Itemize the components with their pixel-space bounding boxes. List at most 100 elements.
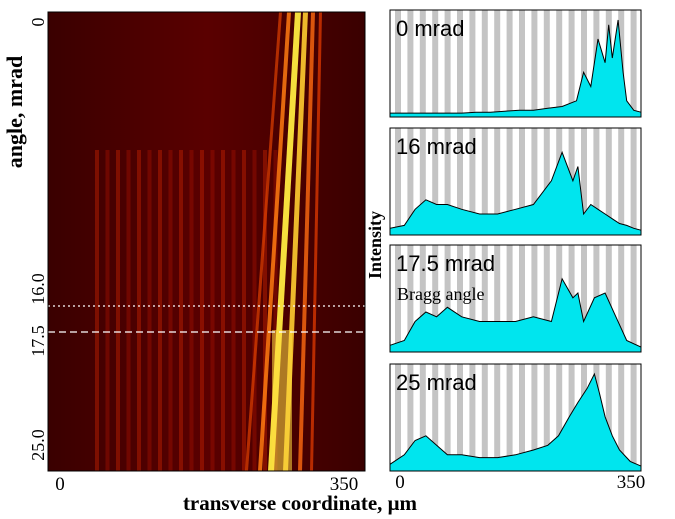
profile-frame (389, 9, 642, 118)
profile-stripe (469, 128, 476, 235)
x-tick-label-350: 350 (330, 474, 359, 495)
profile-x-tick-label-0: 0 (395, 472, 405, 493)
profile-stripe (605, 128, 612, 235)
profile-stripe (481, 245, 488, 352)
profile-stripe (481, 364, 488, 471)
profile-panel-3: 25 mrad (389, 363, 642, 472)
profile-stripe (419, 10, 426, 117)
heatmap-glow (272, 330, 292, 471)
profile-stripe (630, 245, 637, 352)
profile-frame (389, 127, 642, 236)
profile-panel-1: 16 mrad (389, 127, 642, 236)
heatmap-fringe (200, 150, 204, 471)
profile-stripe (444, 364, 451, 471)
heatmap-fringe (158, 150, 162, 471)
profile-stripe (581, 245, 587, 352)
heatmap-fringe (231, 150, 236, 471)
profile-stripe (556, 10, 563, 117)
profile-stripe (432, 10, 439, 117)
profile-stripe (481, 128, 488, 235)
profile-frame (389, 363, 642, 472)
profile-stripe (407, 364, 414, 471)
profile-label: 25 mrad (396, 370, 477, 395)
bragg-angle-annotation: Bragg angle (397, 284, 484, 304)
profile-stripe (407, 128, 414, 235)
heatmap-fringe (210, 150, 215, 471)
profile-stripe (618, 245, 625, 352)
intensity-axis-label: Intensity (365, 211, 385, 279)
heatmap-fringe (263, 150, 267, 471)
heatmap-fringe (126, 150, 131, 471)
profile-stripe (444, 245, 451, 352)
profile-stripe (531, 128, 538, 235)
profile-stripe (618, 364, 625, 471)
profile-stripe (568, 10, 575, 117)
heatmap-frame (47, 11, 366, 472)
x-axis-label: transverse coordinate, μm (183, 491, 418, 515)
intensity-profiles: 0 mrad 16 mrad 17.5 mrad 25 mrad (389, 9, 642, 472)
profile-stripe (432, 364, 439, 471)
profile-stripe (630, 128, 637, 235)
profile-stripe (481, 10, 488, 117)
heatmap-fringe (137, 150, 141, 471)
profile-stripe (457, 364, 463, 471)
profile-panel-0: 0 mrad (389, 9, 642, 118)
profile-stripe (395, 10, 401, 117)
profile-stripe (531, 245, 538, 352)
profile-stripe (506, 10, 513, 117)
profile-stripe (556, 364, 563, 471)
heatmap-fringe (168, 150, 173, 471)
profile-area (389, 150, 642, 236)
profile-stripe (457, 10, 463, 117)
heatmap-beam (310, 12, 322, 471)
profile-area (389, 372, 642, 472)
heatmap-fringe (242, 150, 246, 471)
profile-stripe (543, 364, 550, 471)
profile-stripe (581, 10, 587, 117)
heatmap-streaks (95, 12, 322, 471)
heatmap-fringe (189, 150, 194, 471)
profile-label: 17.5 mrad (396, 251, 495, 276)
profile-label: 16 mrad (396, 134, 477, 159)
profile-stripe (593, 128, 600, 235)
y-tick-label-25: 25.0 (28, 429, 48, 461)
profile-stripe (506, 128, 513, 235)
profile-stripe (407, 245, 414, 352)
profile-stripe (457, 128, 463, 235)
heatmap-fringe (179, 150, 183, 471)
heatmap-fringe (221, 150, 225, 471)
heatmap-fringe (116, 150, 120, 471)
profile-stripe (531, 364, 538, 471)
profile-stripe (494, 364, 501, 471)
x-tick-label-0: 0 (55, 474, 65, 495)
profile-x-tick-label-350: 350 (617, 472, 646, 493)
profile-stripe (432, 128, 439, 235)
profile-stripe (630, 364, 637, 471)
heatmap-fringe (95, 150, 99, 471)
profile-stripe (419, 364, 426, 471)
profile-stripe (419, 128, 426, 235)
profile-stripe (605, 364, 612, 471)
profile-stripe (419, 245, 426, 352)
profile-stripe (494, 10, 501, 117)
heatmap-fringe (252, 150, 257, 471)
profile-stripe (543, 10, 550, 117)
profile-stripe (407, 10, 414, 117)
profile-stripe (506, 364, 513, 471)
profile-frame (389, 244, 642, 353)
profile-stripe (506, 245, 513, 352)
profile-area (389, 277, 642, 353)
profile-stripe (519, 245, 525, 352)
profile-stripe (444, 128, 451, 235)
profile-stripe (531, 10, 538, 117)
profile-stripe (469, 10, 476, 117)
heatmap-fringe (105, 150, 110, 471)
profile-stripe (432, 245, 439, 352)
profile-stripe (519, 364, 525, 471)
y-axis-label: angle, mrad (2, 56, 27, 168)
profile-stripe (543, 128, 550, 235)
heatmap-fringe (147, 150, 152, 471)
profile-stripe (543, 245, 550, 352)
profile-stripe (395, 128, 401, 235)
